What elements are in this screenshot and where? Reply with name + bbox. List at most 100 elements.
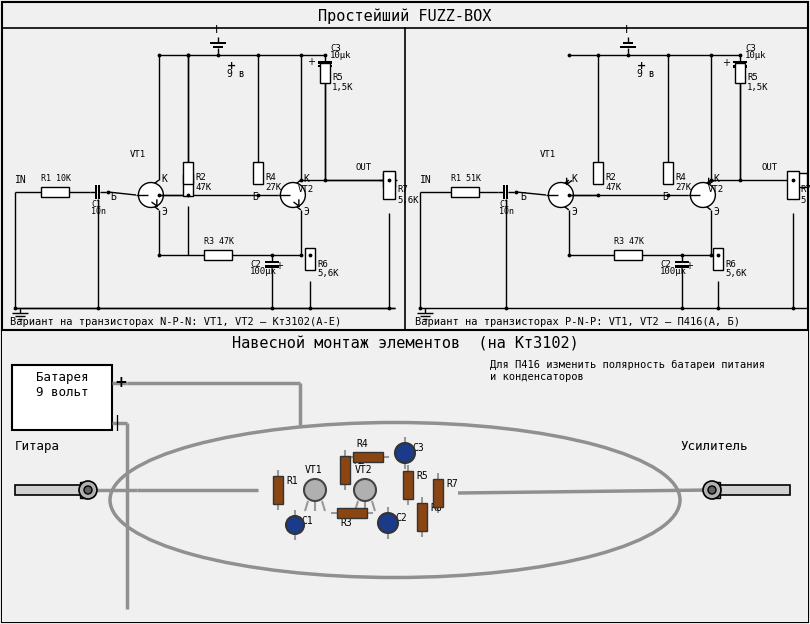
Text: R7: R7 xyxy=(800,185,810,194)
Text: VT2: VT2 xyxy=(708,185,724,193)
Bar xyxy=(417,503,427,531)
Text: 9 в: 9 в xyxy=(637,69,654,79)
Text: R7: R7 xyxy=(446,479,458,489)
Text: VT1: VT1 xyxy=(130,150,146,159)
Bar xyxy=(675,265,689,268)
Text: R4: R4 xyxy=(265,173,275,182)
Bar xyxy=(787,171,799,199)
Text: R1 51K: R1 51K xyxy=(451,174,481,183)
Text: +: + xyxy=(114,375,126,390)
Bar xyxy=(593,162,603,184)
Text: Э: Э xyxy=(571,207,577,217)
Text: Б: Б xyxy=(662,192,668,202)
Text: R6: R6 xyxy=(430,503,441,513)
Text: 10n: 10n xyxy=(499,207,514,216)
Text: Простейший FUZZ-BOX: Простейший FUZZ-BOX xyxy=(318,8,492,24)
Text: К: К xyxy=(571,174,577,184)
Text: 1,5K: 1,5K xyxy=(332,83,353,92)
Text: C3: C3 xyxy=(745,44,756,53)
Bar xyxy=(433,479,443,507)
Circle shape xyxy=(79,481,97,499)
Text: VT2: VT2 xyxy=(298,185,314,193)
Text: 5,6K: 5,6K xyxy=(800,196,810,205)
Circle shape xyxy=(280,182,305,207)
Bar xyxy=(340,456,350,484)
Text: R7: R7 xyxy=(397,185,407,194)
Text: +: + xyxy=(637,61,646,71)
Text: R5: R5 xyxy=(332,73,343,82)
Text: Навесной монтаж элементов  (на Кт3102): Навесной монтаж элементов (на Кт3102) xyxy=(232,336,578,351)
Text: R4: R4 xyxy=(675,173,686,182)
Text: Б: Б xyxy=(110,192,116,202)
Bar xyxy=(733,61,747,62)
Circle shape xyxy=(690,182,715,207)
Bar xyxy=(204,250,232,260)
Text: R2: R2 xyxy=(353,456,365,466)
Circle shape xyxy=(378,513,398,533)
Bar xyxy=(318,65,332,67)
Text: 47K: 47K xyxy=(605,183,621,192)
Text: 9 в: 9 в xyxy=(227,69,245,79)
Bar xyxy=(318,61,332,64)
Text: IN: IN xyxy=(420,175,432,185)
Bar xyxy=(41,187,69,197)
Text: C2: C2 xyxy=(660,260,671,269)
Circle shape xyxy=(548,182,573,207)
Bar xyxy=(265,261,279,263)
Text: +: + xyxy=(685,261,693,271)
Text: Э: Э xyxy=(303,207,309,217)
Text: R6: R6 xyxy=(725,260,735,269)
Bar xyxy=(353,452,383,462)
Text: C2: C2 xyxy=(395,513,407,523)
Text: OUT: OUT xyxy=(355,163,371,172)
Text: C1: C1 xyxy=(301,516,313,526)
Text: +: + xyxy=(307,57,315,67)
Text: 5,6K: 5,6K xyxy=(317,269,339,278)
Bar xyxy=(623,42,633,44)
Text: C3: C3 xyxy=(412,443,424,453)
Circle shape xyxy=(139,182,164,207)
Bar xyxy=(663,162,673,184)
Bar xyxy=(210,42,226,44)
Bar xyxy=(2,330,808,622)
Text: К: К xyxy=(713,174,719,184)
Bar xyxy=(183,174,193,196)
Bar xyxy=(213,46,223,47)
Bar xyxy=(733,65,747,67)
Circle shape xyxy=(84,486,92,494)
Circle shape xyxy=(286,516,304,534)
Bar xyxy=(614,250,642,260)
Text: R2: R2 xyxy=(195,173,206,182)
Text: 5,6K: 5,6K xyxy=(397,196,419,205)
Text: 5,6K: 5,6K xyxy=(725,269,747,278)
Text: 10µk: 10µk xyxy=(745,51,766,60)
Text: К: К xyxy=(161,174,167,184)
Bar xyxy=(383,173,395,187)
Text: К: К xyxy=(303,174,309,184)
Text: Для П416 изменить полярность батареи питания
и конденсаторов: Для П416 изменить полярность батареи пит… xyxy=(490,360,765,382)
Text: Вариант на транзисторах N-P-N: VT1, VT2 – Кт3102(А-Е): Вариант на транзисторах N-P-N: VT1, VT2 … xyxy=(10,317,341,327)
Text: +: + xyxy=(275,261,283,271)
Circle shape xyxy=(395,443,415,463)
Text: Вариант на транзисторах P-N-P: VT1, VT2 – П416(А, Б): Вариант на транзисторах P-N-P: VT1, VT2 … xyxy=(415,317,740,327)
Text: VT1: VT1 xyxy=(540,150,556,159)
Text: Усилитель: Усилитель xyxy=(680,440,748,453)
Bar xyxy=(15,485,80,495)
Text: IN: IN xyxy=(15,175,27,185)
Text: 100µk: 100µk xyxy=(660,267,687,276)
Text: C1: C1 xyxy=(499,200,509,209)
Bar xyxy=(183,162,193,184)
Bar xyxy=(320,63,330,83)
Bar xyxy=(98,185,100,199)
Text: 10n: 10n xyxy=(91,207,106,216)
Bar xyxy=(712,482,720,498)
Bar xyxy=(383,171,395,199)
Bar xyxy=(503,185,505,199)
Circle shape xyxy=(703,481,721,499)
Bar xyxy=(620,46,636,48)
Bar xyxy=(713,248,723,270)
Bar xyxy=(451,187,479,197)
Bar xyxy=(795,173,807,187)
Bar xyxy=(265,265,279,268)
Text: R2: R2 xyxy=(605,173,616,182)
